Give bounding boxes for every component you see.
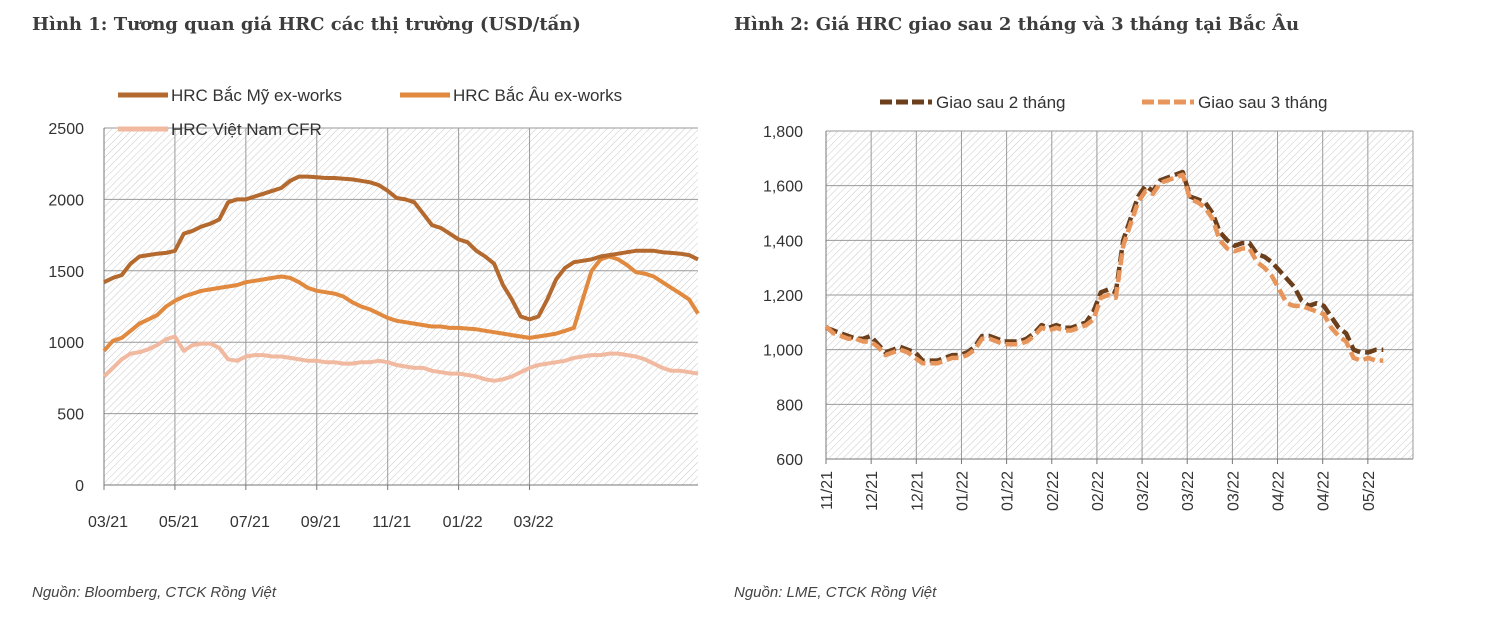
- chart-2-y-tick-label: 600: [776, 452, 803, 469]
- chart-1-y-tick-label: 1500: [48, 264, 84, 281]
- chart-1-x-tick-label: 03/21: [88, 514, 128, 531]
- chart-1-series-line: [102, 254, 700, 353]
- chart-2-x-tick-label: 05/22: [1361, 471, 1378, 511]
- chart-2-legend-label: Giao sau 2 tháng: [936, 93, 1065, 112]
- chart-2-x-tick-label: 02/22: [1090, 471, 1107, 511]
- chart-1-x-tick-label: 03/22: [514, 514, 554, 531]
- chart-1-legend-label: HRC Bắc Mỹ ex-works: [171, 86, 342, 105]
- chart-2-y-tick-label: 1,000: [763, 343, 803, 360]
- figure-1-source: Nguồn: Bloomberg, CTCK Rồng Việt: [32, 584, 277, 601]
- chart-2-y-tick-label: 1,800: [763, 124, 803, 141]
- chart-1-series-line: [103, 174, 699, 322]
- chart-2-x-tick-label: 12/21: [864, 471, 881, 511]
- chart-1-series-line: [102, 334, 699, 383]
- chart-2-x-tick-label: 12/21: [909, 471, 926, 511]
- chart-2-x-tick-label: 02/22: [1045, 471, 1062, 511]
- chart-2-x-tick-label: 03/22: [1225, 471, 1242, 511]
- chart-2-y-tick-label: 1,400: [763, 233, 803, 250]
- chart-1-y-tick-label: 500: [57, 407, 84, 424]
- chart-2-legend-label: Giao sau 3 tháng: [1198, 93, 1327, 112]
- chart-2-x-tick-label: 03/22: [1180, 471, 1197, 511]
- figure-2-title: Hình 2: Giá HRC giao sau 2 tháng và 3 th…: [734, 14, 1300, 35]
- chart-2-y-tick-label: 1,600: [763, 179, 803, 196]
- chart-2-x-tick-label: 04/22: [1316, 471, 1333, 511]
- chart-2-hrc-futures: 11/21 12/21 12/21 01/22 01/22 02/22 02/22 03/22…: [763, 93, 1414, 511]
- chart-2-y-tick-label: 1,200: [763, 288, 803, 305]
- chart-1-hrc-markets: 03/21 05/21 07/21 09/21 11/21 01/22 03/22 0 500 1…: [48, 86, 700, 531]
- chart-2-x-tick-label: 01/22: [1000, 471, 1017, 511]
- chart-1-y-tick-label: 1000: [48, 335, 84, 352]
- chart-2-x-tick-label: 01/22: [954, 471, 971, 511]
- figure-2-source: Nguồn: LME, CTCK Rồng Việt: [734, 584, 937, 601]
- chart-1-y-tick-label: 0: [75, 478, 84, 495]
- chart-2-series-line: [824, 172, 1384, 366]
- chart-2-x-tick-label: 04/22: [1271, 471, 1288, 511]
- chart-2-series-line: [825, 169, 1384, 363]
- chart-2-x-tick-label: 03/22: [1135, 471, 1152, 511]
- chart-1-y-tick-label: 2500: [48, 121, 84, 138]
- chart-1-plot-area: [104, 128, 698, 485]
- chart-1-x-tick-label: 07/21: [230, 514, 270, 531]
- chart-2-y-tick-label: 800: [776, 397, 803, 414]
- figure-1-title: Hình 1: Tương quan giá HRC các thị trườn…: [32, 14, 581, 35]
- chart-1-x-tick-label: 11/21: [372, 514, 411, 531]
- chart-1-x-tick-label: 05/21: [159, 514, 199, 531]
- chart-1-legend-label: HRC Việt Nam CFR: [171, 120, 322, 139]
- chart-1-x-tick-label: 09/21: [301, 514, 341, 531]
- chart-1-y-tick-label: 2000: [48, 192, 84, 209]
- chart-1-legend-label: HRC Bắc Âu ex-works: [453, 86, 622, 105]
- chart-1-x-tick-label: 01/22: [443, 514, 483, 531]
- chart-2-x-tick-label: 11/21: [819, 471, 836, 510]
